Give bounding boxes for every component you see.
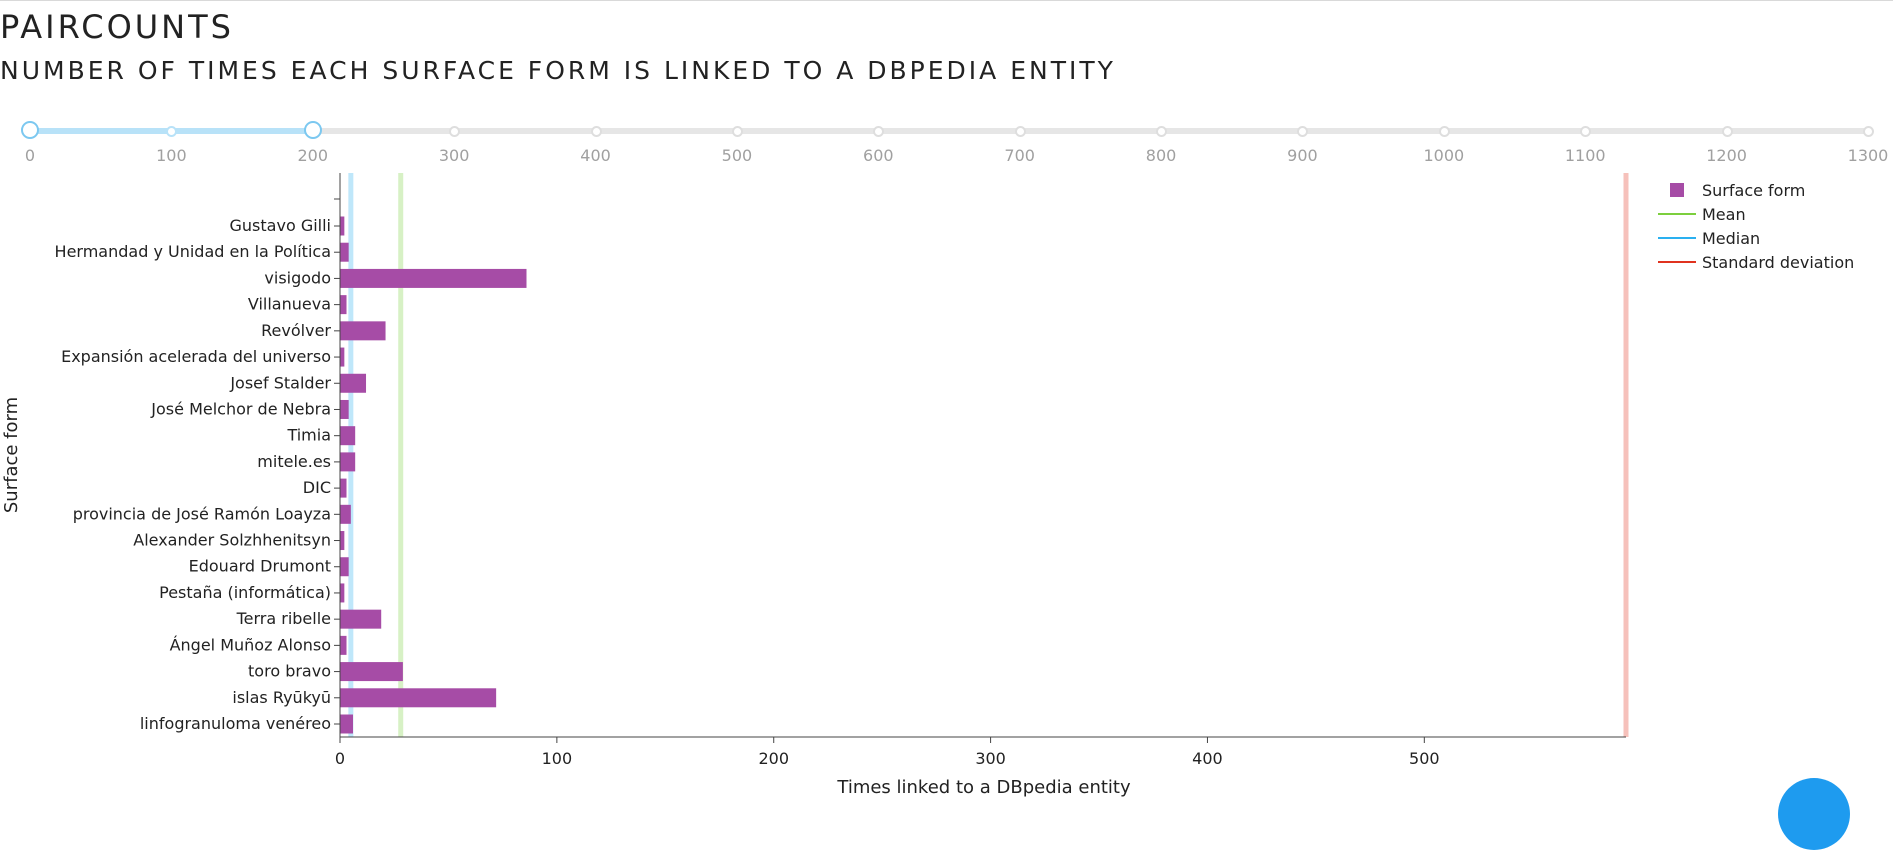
slider-track[interactable] [30, 128, 1868, 134]
y-tick-label: provincia de José Ramón Loayza [73, 504, 331, 523]
legend-swatch-surface-form [1670, 183, 1684, 197]
y-tick-label: Josef Stalder [229, 373, 331, 392]
slider-dot[interactable] [1863, 126, 1874, 137]
slider-dot[interactable] [166, 126, 178, 137]
bar[interactable] [340, 531, 345, 551]
y-tick-label: Terra ribelle [236, 609, 331, 628]
bar[interactable] [340, 452, 356, 472]
y-tick-label: Ángel Muñoz Alonso [170, 635, 331, 654]
legend-label: Mean [1702, 205, 1746, 224]
slider-mark-label: 1300 [1847, 146, 1889, 165]
slider-dot[interactable] [1156, 126, 1168, 137]
slider-mark-label: 1100 [1564, 146, 1606, 165]
slider-mark-label: 1200 [1706, 146, 1747, 165]
slider-mark-label: 200 [297, 146, 329, 165]
top-divider [0, 0, 1893, 1]
range-slider[interactable]: 0 100 200 300 400 500 600 700 800 900 1000 1100 1200… [0, 118, 1893, 174]
bar[interactable] [340, 504, 351, 524]
bar[interactable] [340, 321, 386, 341]
y-tick-label: mitele.es [257, 452, 331, 471]
bar[interactable] [340, 268, 527, 288]
y-axis-title: Surface form [1, 397, 22, 513]
bar[interactable] [340, 557, 349, 577]
x-tick-label: 200 [758, 749, 789, 768]
bar[interactable] [340, 714, 354, 734]
bar[interactable] [340, 583, 345, 603]
bar[interactable] [340, 478, 347, 498]
y-tick-label: Revólver [261, 321, 331, 340]
slider-dot[interactable] [1014, 126, 1026, 137]
slider-handle-min[interactable] [21, 121, 39, 139]
bar[interactable] [340, 216, 345, 236]
slider-mark-label: 500 [721, 146, 753, 165]
y-tick-label: Gustavo Gilli [230, 216, 331, 235]
y-tick-label: José Melchor de Nebra [150, 399, 331, 418]
y-tick-label: Alexander Solzhhenitsyn [133, 531, 331, 550]
slider-mark-label: 600 [863, 146, 894, 165]
floating-action-button[interactable] [1778, 778, 1850, 850]
bar[interactable] [340, 635, 347, 655]
y-tick-label: visigodo [264, 268, 331, 287]
slider-dot[interactable] [449, 126, 461, 137]
y-tick-label: islas Ryūkyū [232, 688, 331, 707]
slider-mark-label: 900 [1287, 146, 1318, 165]
slider-dot[interactable] [1297, 126, 1309, 137]
slider-dot[interactable] [590, 126, 602, 137]
slider-dot[interactable] [1721, 126, 1733, 137]
slider-dot[interactable] [873, 126, 885, 137]
slider-mark-label: 800 [1145, 146, 1177, 165]
y-tick-label: Edouard Drumont [189, 557, 331, 576]
y-tick-label: DIC [303, 478, 331, 497]
x-tick-label: 300 [975, 749, 1006, 768]
bar-chart: Gustavo Gilli Hermandad y Unidad en la Po… [1, 173, 1854, 798]
legend-label: Median [1702, 229, 1760, 248]
bar[interactable] [340, 347, 345, 367]
slider-dot[interactable] [1438, 126, 1450, 137]
y-tick-label: toro bravo [248, 662, 331, 681]
x-axis-title: Times linked to a DBpedia entity [836, 777, 1131, 798]
slider-handle-max[interactable] [303, 121, 322, 139]
bar[interactable] [340, 662, 403, 682]
y-tick-label: Pestaña (informática) [159, 583, 331, 602]
y-tick-label: linfogranuloma venéreo [140, 714, 331, 733]
y-tick-label: Timia [286, 426, 331, 445]
bar[interactable] [340, 295, 347, 315]
legend-label: Standard deviation [1702, 253, 1854, 272]
page-title: PAIRCOUNTS [0, 8, 234, 46]
slider-mark-label: 0 [24, 146, 36, 165]
legend-label: Surface form [1702, 181, 1805, 200]
y-tick-label: Hermandad y Unidad en la Política [55, 242, 331, 261]
bar[interactable] [340, 426, 356, 446]
bar[interactable] [340, 609, 382, 629]
x-tick-label: 400 [1192, 749, 1223, 768]
slider-dot[interactable] [1580, 126, 1592, 137]
x-tick-label: 0 [335, 749, 345, 768]
x-tick-label: 100 [542, 749, 573, 768]
slider-dot[interactable] [731, 126, 743, 137]
slider-mark-label: 100 [156, 146, 187, 165]
y-tick-label: Villanueva [248, 295, 331, 314]
page-subtitle: NUMBER OF TIMES EACH SURFACE FORM IS LIN… [0, 56, 1116, 85]
slider-mark-label: 700 [1004, 146, 1035, 165]
bar[interactable] [340, 399, 349, 419]
slider-mark-label: 1000 [1423, 146, 1465, 165]
bar[interactable] [340, 242, 349, 262]
slider-mark-label: 400 [580, 146, 611, 165]
y-tick-label: Expansión acelerada del universo [61, 347, 331, 366]
slider-mark-label: 300 [438, 146, 470, 165]
bar[interactable] [340, 688, 497, 708]
x-tick-label: 500 [1409, 749, 1440, 768]
bar[interactable] [340, 373, 367, 393]
